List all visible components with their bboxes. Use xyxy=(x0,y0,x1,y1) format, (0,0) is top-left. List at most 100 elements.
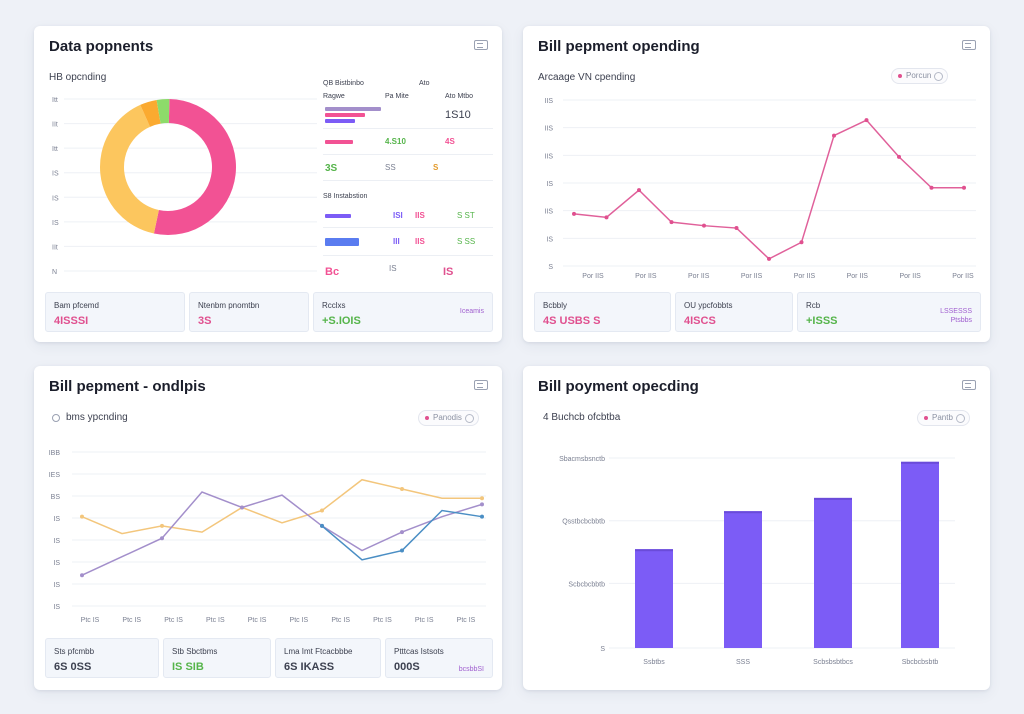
card-title: Bill poyment opecding xyxy=(538,378,699,395)
legend-bar xyxy=(325,113,365,117)
legend-value: SS xyxy=(385,163,396,172)
series-line xyxy=(81,478,482,535)
x-tick-label: Ptc IS xyxy=(415,617,434,624)
x-tick-label: Por IIS xyxy=(688,273,710,280)
card-subtitle: bms ypcnding xyxy=(66,412,128,423)
stat-box: Sts pfcmbb 6S 0SS xyxy=(45,638,159,678)
y-tick-label: IES xyxy=(49,472,61,479)
legend-row: 3S SS S xyxy=(323,155,493,181)
stat-box: Bam pfcemd 4ISSSI xyxy=(45,292,185,332)
bar xyxy=(901,461,939,648)
y-tick-label: IS xyxy=(53,560,60,567)
legend-column: Ato Mtbo xyxy=(445,93,474,100)
legend-value: 4S xyxy=(445,137,455,146)
legend-bar xyxy=(325,214,351,218)
donut-slice xyxy=(156,99,170,124)
stats-row: Bcbbly 4S USBS S OU ypcfobbts 4ISCS Rcb … xyxy=(534,292,981,332)
bar-chart: Sbacmsbsnctb Qsstbcbcbbtb Scbcbcbbtb S Ssbtb… xyxy=(559,456,955,666)
data-point xyxy=(480,502,484,507)
y-tick-label: S xyxy=(600,646,605,653)
filter-pill[interactable]: Porcun xyxy=(891,68,949,84)
menu-icon[interactable] xyxy=(962,40,976,50)
data-point xyxy=(240,505,244,510)
x-tick-label: Ptc IS xyxy=(122,617,141,624)
y-tick-label: Sbacmsbsnctb xyxy=(559,456,605,463)
stat-value: +ISSS xyxy=(806,315,838,327)
stats-row: Sts pfcmbb 6S 0SS Stb Sbctbms IS SIB Lma… xyxy=(45,638,493,678)
stat-box: OU ypcfobbts 4ISCS xyxy=(675,292,793,332)
x-tick-label: Ptc IS xyxy=(331,617,350,624)
legend-value: IIS xyxy=(415,237,425,246)
bar-cap xyxy=(901,461,939,464)
line-chart: IIS IIS IIS IS IIS IS S Por IIS Por IIS Por IIS Po… xyxy=(544,98,976,280)
stat-label: Stb Sbctbms xyxy=(172,647,218,656)
data-point xyxy=(929,185,934,190)
menu-icon[interactable] xyxy=(474,380,488,390)
y-tick-label: IIt xyxy=(52,122,58,129)
x-tick-label: Scbsbsbtbcs xyxy=(813,659,853,666)
legend-value: 4.S10 xyxy=(385,137,406,146)
bar-cap xyxy=(635,549,673,552)
data-point xyxy=(160,536,164,541)
legend-bar xyxy=(325,119,355,123)
legend-header: Ato xyxy=(419,80,430,87)
data-point xyxy=(80,514,84,519)
y-tick-label: IS xyxy=(52,195,59,202)
bar-cap xyxy=(814,497,852,500)
stat-label: Rcb xyxy=(806,301,821,310)
card-title: Data popnents xyxy=(49,38,154,55)
stat-label: OU ypcfobbts xyxy=(684,301,733,310)
legend-row: Bc IS IS xyxy=(323,256,493,286)
y-tick-label: IS xyxy=(52,220,59,227)
y-tick-label: IS xyxy=(53,516,60,523)
y-tick-label: IBB xyxy=(49,450,61,457)
data-point xyxy=(897,154,901,159)
legend-column: Pa Mite xyxy=(385,93,409,100)
line-card-pink: Bill pepment opending Arcaage VN cpendin… xyxy=(523,26,990,342)
line-card-multi: Bill pepment - ondlpis bms ypcnding Pano… xyxy=(34,366,502,690)
data-point xyxy=(767,256,771,261)
stat-box: Rcb +ISSS LSSESSS Ptsbbs xyxy=(797,292,981,332)
legend-value: S SS xyxy=(457,237,476,246)
donut-slice xyxy=(140,99,161,127)
stat-label: Ptttcas Istsots xyxy=(394,647,444,656)
legend-value: IS xyxy=(389,264,397,273)
legend-row: 1S10 xyxy=(323,103,493,129)
card-title: Bill pepment opending xyxy=(538,38,700,55)
stat-value: 6S IKASS xyxy=(284,661,335,673)
y-tick-label: Itt xyxy=(52,146,58,153)
data-point xyxy=(702,223,706,228)
x-tick-label: Ptc IS xyxy=(81,617,100,624)
x-tick-label: Ptc IS xyxy=(248,617,267,624)
legend-value: 3S xyxy=(325,163,338,174)
stat-note: LSSESSS Ptsbbs xyxy=(940,308,972,324)
data-point xyxy=(604,215,609,220)
donut-slice xyxy=(153,99,236,235)
y-tick-label: IIS xyxy=(544,209,553,216)
data-point xyxy=(832,133,836,138)
x-tick-label: Por IIS xyxy=(794,273,816,280)
data-point xyxy=(400,548,404,553)
y-tick-label: IIt xyxy=(52,244,58,251)
menu-icon[interactable] xyxy=(474,40,488,50)
data-point xyxy=(864,118,869,123)
bar xyxy=(635,549,673,648)
circle-icon xyxy=(52,414,60,422)
stat-label: Lma Imt Ftcacbbbe xyxy=(284,647,353,656)
x-tick-label: Por IIS xyxy=(952,273,974,280)
legend-section: S8 Instabstion xyxy=(323,193,368,200)
donut-chart: Itt IIt Itt IS IS IS IIt N xyxy=(52,97,317,276)
menu-icon[interactable] xyxy=(962,380,976,390)
data-point xyxy=(572,211,576,216)
stat-box: Ntenbm pnomtbn 3S xyxy=(189,292,309,332)
legend-bar xyxy=(325,140,353,144)
bar xyxy=(814,497,852,648)
donut-slice xyxy=(99,104,159,234)
data-point xyxy=(160,523,164,528)
data-point xyxy=(80,573,84,578)
filter-pill[interactable]: Pantb xyxy=(917,410,970,426)
stat-value: 4ISSSI xyxy=(54,315,89,327)
y-tick-label: N xyxy=(52,269,57,276)
x-tick-label: Por IIS xyxy=(899,273,921,280)
filter-pill[interactable]: Panodis xyxy=(418,410,479,426)
